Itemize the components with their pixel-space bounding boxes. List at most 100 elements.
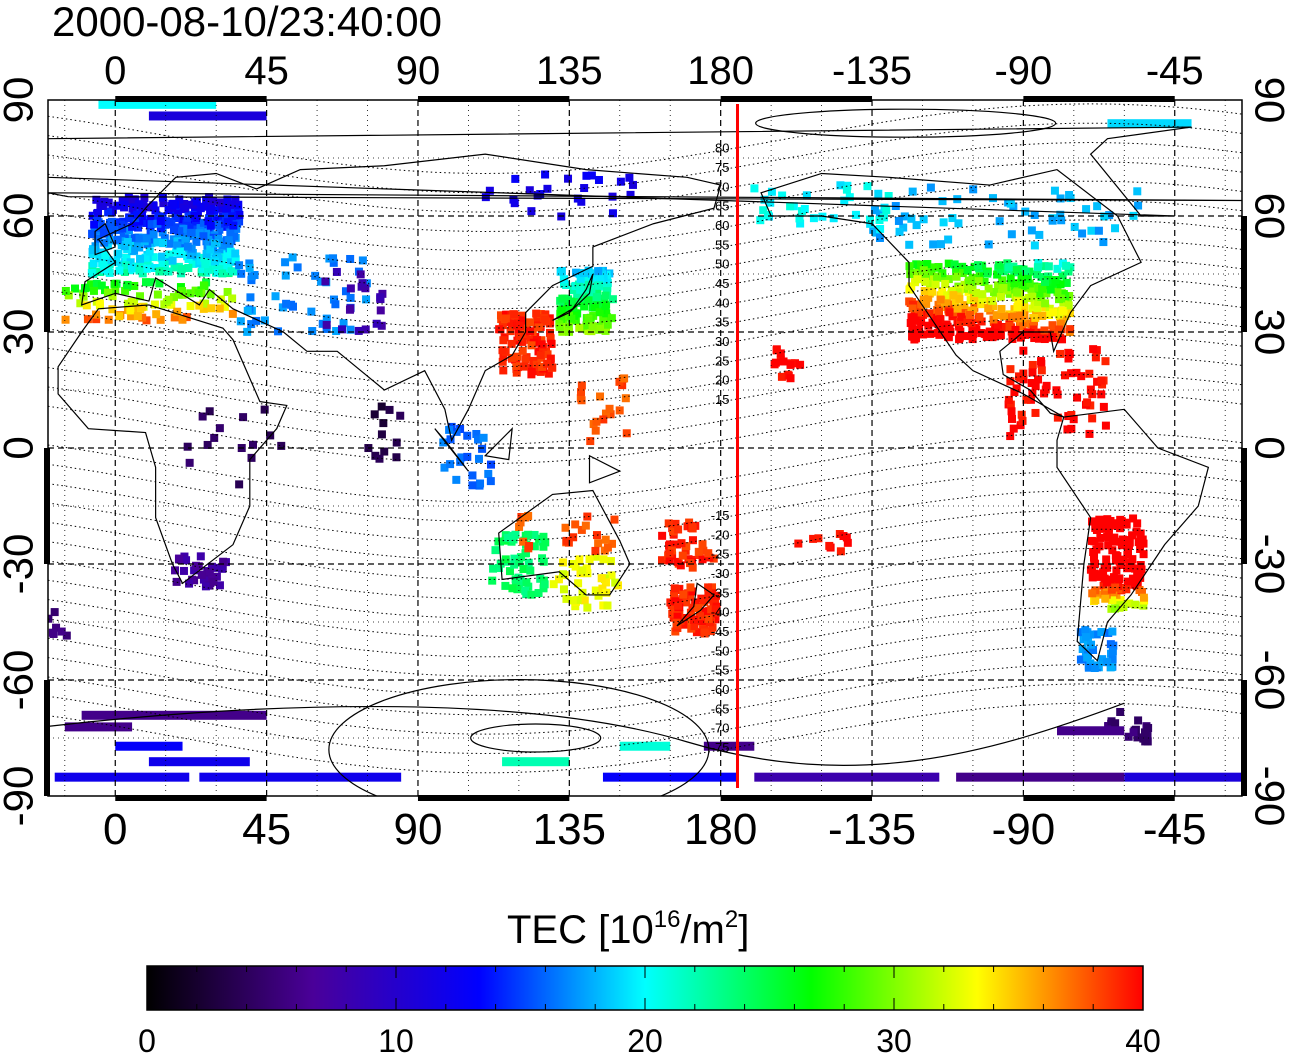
tec-observation [603, 601, 612, 610]
tec-observation [518, 346, 527, 355]
tec-observation [1109, 641, 1118, 650]
tec-observation [1100, 524, 1109, 533]
tec-observation [596, 392, 605, 401]
tec-observation [1040, 389, 1049, 398]
tec-observation [538, 554, 547, 563]
tec-observation [468, 471, 477, 480]
contour-label: 70 [715, 179, 729, 194]
tec-observation [1101, 357, 1110, 366]
tec-observation [213, 220, 222, 229]
tec-observation [247, 320, 256, 329]
tec-observation [1040, 326, 1049, 335]
tec-observation [1139, 539, 1148, 548]
tec-observation [521, 549, 530, 558]
tec-observation [311, 271, 320, 280]
tec-observation [1077, 372, 1086, 381]
tec-observation [446, 460, 455, 469]
tec-observation [1056, 349, 1065, 358]
tec-observation [597, 574, 606, 583]
magnetic-contour [48, 354, 1242, 426]
tec-observation [777, 372, 786, 381]
tec-observation [595, 271, 604, 280]
contour-label: -60 [711, 682, 730, 697]
tec-observation [224, 236, 233, 245]
tec-observation [165, 217, 174, 226]
tec-observation [526, 318, 535, 327]
tec-observation [928, 287, 937, 296]
tec-observation [1129, 728, 1138, 737]
tec-observation [926, 183, 935, 192]
tec-observation [1096, 572, 1105, 581]
tec-observation [1021, 267, 1030, 276]
tec-observation [526, 327, 535, 336]
lat-tick-label-left: -60 [0, 650, 42, 711]
tec-observation [1107, 519, 1116, 528]
tec-observation [495, 537, 504, 546]
tec-observation [712, 591, 721, 600]
tec-observation-band [148, 757, 250, 767]
tec-observation [199, 299, 208, 308]
tec-observation [580, 302, 589, 311]
tec-observation [1107, 663, 1116, 672]
tec-observation [111, 285, 120, 294]
tec-observation [120, 267, 129, 276]
tec-observation [183, 442, 192, 451]
tec-observation [544, 369, 553, 378]
tec-observation-band [502, 757, 570, 767]
tec-observation [1058, 271, 1067, 280]
tec-observation [1104, 524, 1113, 533]
tec-observation [457, 453, 466, 462]
tec-observation [484, 469, 493, 478]
tec-observation [578, 566, 587, 575]
tec-observation [1032, 270, 1041, 279]
magnetic-contour [48, 219, 1242, 291]
tec-observation [1035, 289, 1044, 298]
tec-observation [147, 235, 156, 244]
tec-observation [698, 540, 707, 549]
coastline-antarctica [48, 702, 1125, 766]
tec-observation [530, 530, 539, 539]
tec-observation [1034, 263, 1043, 272]
tec-observation [567, 314, 576, 323]
tec-observation [1042, 381, 1051, 390]
lon-tick-label-bottom: -135 [828, 805, 916, 854]
tec-observation [527, 341, 536, 350]
tec-observation [625, 173, 634, 182]
tec-observation [711, 605, 720, 614]
contour-label: -45 [711, 624, 730, 639]
tec-observation [245, 259, 254, 268]
tec-observation [1022, 395, 1031, 404]
tec-observation [577, 396, 586, 405]
tec-observation [288, 253, 297, 262]
magnetic-contour [48, 141, 1242, 213]
contour-label: -40 [711, 605, 730, 620]
tec-observation [670, 584, 679, 593]
tec-observation [884, 192, 893, 201]
tec-observation [569, 533, 578, 542]
tec-observation [963, 318, 972, 327]
tec-observation [204, 265, 213, 274]
right-lat-axis: 90 60 30 0 -30 -60 -90 [1247, 77, 1292, 827]
tec-observation [519, 537, 528, 546]
tec-observation [599, 315, 608, 324]
tec-observation [488, 576, 497, 585]
tec-observation [999, 284, 1008, 293]
contour-label: -75 [711, 740, 730, 755]
magnetic-contour [48, 509, 1242, 581]
tec-observation [566, 297, 575, 306]
tec-observation [508, 531, 517, 540]
tec-observation [1116, 707, 1125, 716]
tec-observation [108, 205, 117, 214]
tec-observation [924, 293, 933, 302]
tec-observation [128, 195, 137, 204]
tec-observation [685, 559, 694, 568]
tec-observation [516, 553, 525, 562]
tec-observation [104, 315, 113, 324]
tec-observation [1009, 424, 1018, 433]
tec-observation [499, 336, 508, 345]
tec-observation [101, 251, 110, 260]
tec-observation [921, 277, 930, 286]
tec-observation [998, 276, 1007, 285]
tec-observation [474, 435, 483, 444]
tec-observation [1012, 384, 1021, 393]
